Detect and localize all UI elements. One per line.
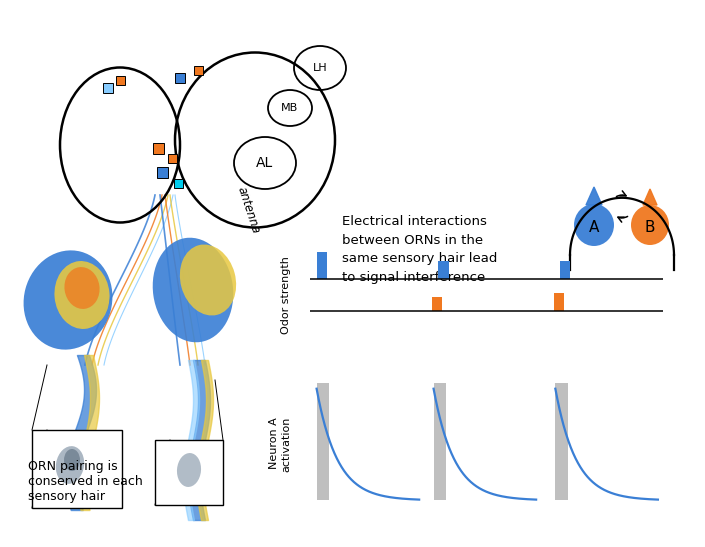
Ellipse shape — [54, 261, 109, 329]
Bar — [32, 430, 122, 508]
Bar — [560, 261, 570, 279]
Text: B: B — [645, 219, 655, 235]
Bar — [175, 73, 185, 83]
Bar — [173, 178, 183, 188]
Ellipse shape — [64, 449, 80, 471]
Bar — [157, 166, 168, 177]
Text: MB: MB — [281, 103, 299, 113]
Bar — [317, 252, 327, 279]
Ellipse shape — [180, 245, 236, 316]
Ellipse shape — [56, 446, 84, 484]
Text: Odor strength: Odor strength — [281, 256, 291, 334]
Bar — [103, 83, 113, 93]
Polygon shape — [643, 189, 657, 205]
Ellipse shape — [23, 251, 112, 350]
Bar — [553, 293, 564, 311]
Bar — [116, 75, 125, 84]
Bar — [193, 66, 202, 74]
Text: AL: AL — [257, 156, 274, 170]
Ellipse shape — [631, 205, 669, 245]
Text: ORN pairing is
conserved in each
sensory hair: ORN pairing is conserved in each sensory… — [28, 460, 142, 503]
Bar — [434, 383, 446, 501]
Bar — [155, 440, 223, 505]
Bar — [168, 154, 176, 162]
Ellipse shape — [64, 267, 99, 309]
Bar — [317, 383, 329, 501]
Bar — [432, 298, 442, 311]
Bar — [152, 143, 164, 154]
Bar — [556, 383, 568, 501]
Polygon shape — [586, 187, 602, 205]
Ellipse shape — [574, 204, 614, 246]
Text: A: A — [589, 219, 599, 235]
Text: Neuron A
activation: Neuron A activation — [269, 417, 291, 472]
Text: Electrical interactions
between ORNs in the
same sensory hair lead
to signal int: Electrical interactions between ORNs in … — [342, 215, 497, 283]
Ellipse shape — [177, 453, 201, 487]
Bar — [439, 261, 448, 279]
Text: antenna: antenna — [234, 185, 262, 235]
Text: LH: LH — [313, 63, 327, 73]
Ellipse shape — [153, 238, 233, 342]
